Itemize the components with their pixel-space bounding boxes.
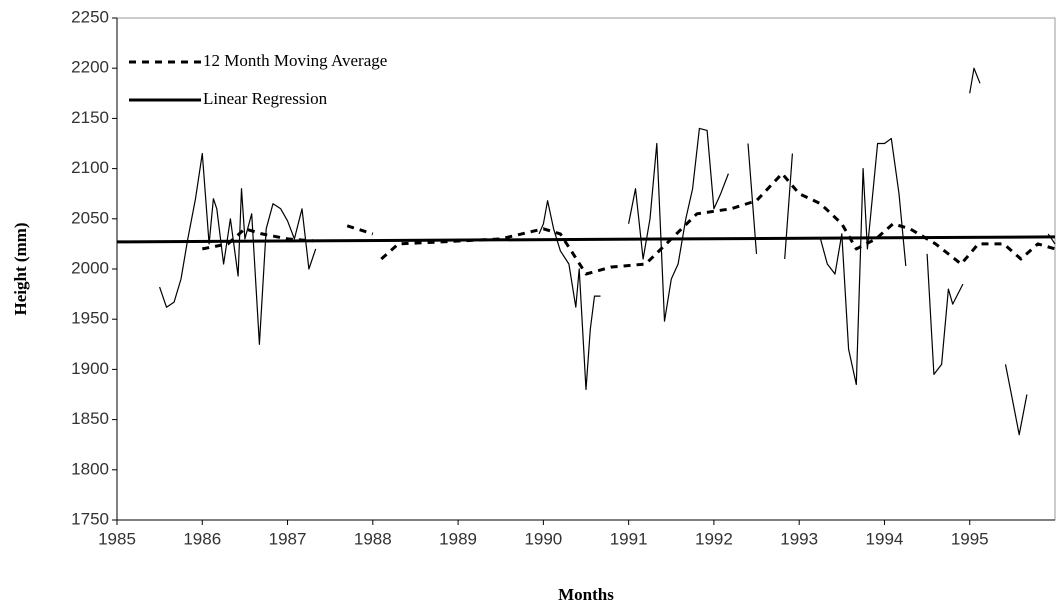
- legend-label: 12 Month Moving Average: [203, 51, 387, 70]
- y-tick-label: 2200: [71, 58, 109, 77]
- y-tick-label: 2050: [71, 208, 109, 227]
- y-tick-label: 1800: [71, 459, 109, 478]
- x-tick-label: 1988: [354, 529, 392, 548]
- x-tick-label: 1991: [610, 529, 648, 548]
- y-tick-label: 1950: [71, 309, 109, 328]
- x-axis-label: Months: [558, 585, 614, 604]
- y-tick-label: 2250: [71, 7, 109, 26]
- y-tick-label: 1850: [71, 409, 109, 428]
- y-tick-label: 2150: [71, 108, 109, 127]
- y-tick-label: 2100: [71, 158, 109, 177]
- x-tick-label: 1987: [269, 529, 307, 548]
- x-tick-label: 1986: [183, 529, 221, 548]
- x-tick-label: 1995: [951, 529, 989, 548]
- legend-label: Linear Regression: [203, 89, 328, 108]
- x-tick-label: 1990: [524, 529, 562, 548]
- y-axis-label: Height (mm): [11, 222, 30, 315]
- series-line: [202, 172, 1056, 276]
- x-tick-label: 1993: [780, 529, 818, 548]
- y-tick-label: 2000: [71, 258, 109, 277]
- x-tick-label: 1992: [695, 529, 733, 548]
- series-line: [116, 235, 1056, 244]
- series-line: [159, 67, 1056, 436]
- x-tick-label: 1994: [866, 529, 904, 548]
- y-tick-label: 1750: [71, 509, 109, 528]
- x-tick-label: 1989: [439, 529, 477, 548]
- y-tick-label: 1900: [71, 359, 109, 378]
- x-tick-label: 1985: [98, 529, 136, 548]
